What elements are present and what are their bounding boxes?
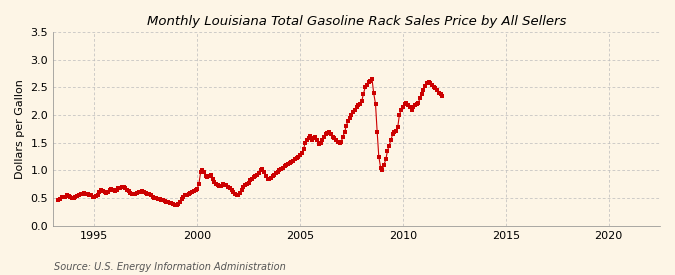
Y-axis label: Dollars per Gallon: Dollars per Gallon: [15, 79, 25, 179]
Text: Source: U.S. Energy Information Administration: Source: U.S. Energy Information Administ…: [54, 262, 286, 272]
Title: Monthly Louisiana Total Gasoline Rack Sales Price by All Sellers: Monthly Louisiana Total Gasoline Rack Sa…: [147, 15, 566, 28]
